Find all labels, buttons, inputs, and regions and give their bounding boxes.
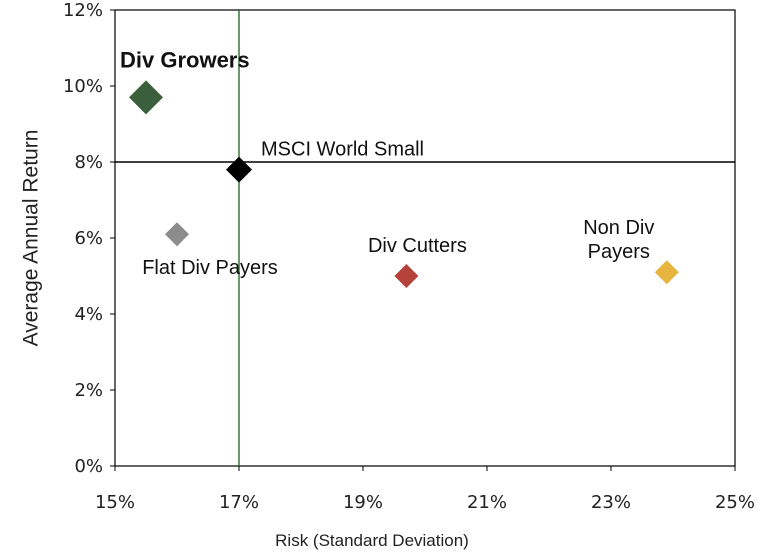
y-tick-label: 4% [74, 304, 103, 325]
x-axis-title: Risk (Standard Deviation) [275, 531, 469, 550]
y-tick-label: 6% [74, 228, 103, 249]
x-tick-label: 15% [95, 492, 135, 513]
point-marker-div-cutters [394, 264, 419, 288]
y-tick-label: 8% [74, 152, 103, 173]
point-labels: Div Growers MSCI World Small Flat Div Paye… [120, 47, 654, 279]
x-tick-label: 17% [219, 492, 259, 513]
y-tick-label: 0% [74, 456, 103, 477]
point-label-flat-div-payers: Flat Div Payers [142, 257, 278, 279]
point-label-div-cutters: Div Cutters [368, 235, 467, 257]
y-tick-label: 10% [63, 76, 103, 97]
point-marker-msci-world-small [226, 156, 252, 183]
data-points [129, 80, 679, 288]
point-marker-flat-div-payers [165, 222, 189, 247]
x-axis-ticks: 15% 17% 19% 21% 23% 25% [95, 466, 755, 513]
point-label-msci-world-small: MSCI World Small [261, 139, 424, 161]
point-label-div-growers: Div Growers [120, 47, 250, 72]
y-tick-label: 2% [74, 380, 103, 401]
point-marker-div-growers [129, 80, 163, 115]
point-label-non-div-payers: Non Div Payers [583, 217, 654, 263]
x-tick-label: 23% [591, 492, 631, 513]
x-tick-label: 25% [715, 492, 755, 513]
x-tick-label: 19% [343, 492, 383, 513]
y-axis-ticks: 0% 2% 4% 6% 8% 10% 12% [63, 0, 115, 477]
reference-lines [115, 10, 735, 466]
point-marker-non-div-payers [654, 260, 679, 285]
y-tick-label: 12% [63, 0, 103, 21]
x-tick-label: 21% [467, 492, 507, 513]
y-axis-title: Average Annual Return [19, 130, 42, 347]
